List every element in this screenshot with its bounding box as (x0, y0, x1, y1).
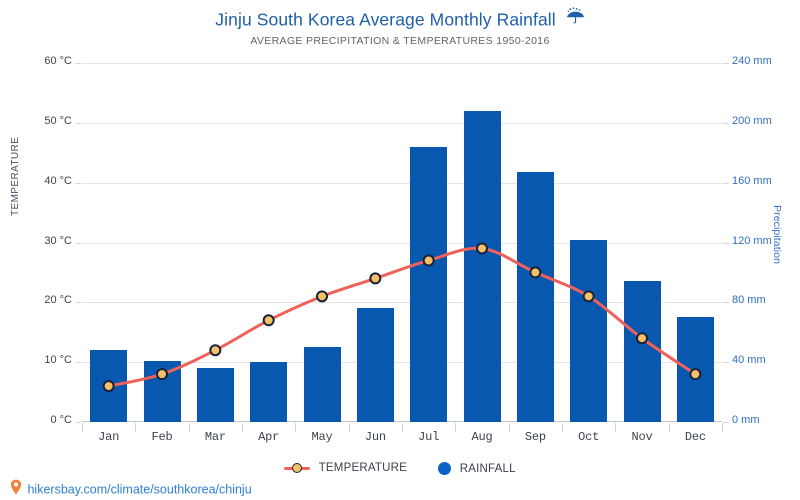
month-separator (722, 423, 723, 432)
month-separator (508, 423, 510, 432)
x-axis-label: Dec (684, 430, 706, 444)
left-axis-tick (75, 242, 81, 244)
rainfall-bar[interactable] (143, 360, 181, 422)
source-url-text: hikersbay.com/climate/southkorea/chinju (27, 482, 252, 497)
rainfall-bar[interactable] (90, 350, 128, 422)
x-axis-label: Oct (578, 430, 600, 444)
gridline (82, 182, 722, 184)
umbrella-rain-icon (566, 7, 585, 31)
left-axis-tick (75, 362, 81, 364)
x-axis-label: Jul (418, 430, 440, 444)
rainfall-bar[interactable] (303, 347, 341, 422)
month-separator (348, 423, 350, 432)
left-axis-label: 60 °C (44, 55, 72, 67)
x-axis-label: Mar (204, 430, 226, 444)
right-axis-tick (723, 63, 729, 64)
x-axis-label: May (311, 430, 333, 444)
month-separator (562, 423, 563, 432)
temperature-legend-icon (284, 462, 311, 474)
month-separator (668, 423, 670, 432)
x-axis-label: Jun (364, 430, 386, 444)
left-axis-tick (75, 182, 81, 184)
month-separator (455, 423, 457, 432)
gridline (82, 63, 722, 64)
gridline (82, 242, 722, 244)
month-separator (188, 423, 190, 432)
legend-item-rainfall[interactable]: RAINFALL (438, 462, 516, 475)
month-separator (402, 423, 403, 432)
rainfall-bar[interactable] (570, 239, 608, 422)
rainfall-legend-icon (438, 462, 452, 475)
month-separator (295, 423, 297, 432)
right-axis-label: 240 mm (732, 55, 772, 67)
month-separator (135, 423, 137, 432)
plot-area (75, 63, 729, 423)
map-pin-icon (10, 479, 22, 498)
x-axis-label: Nov (631, 430, 653, 444)
page-title: Jinju South Korea Average Monthly Rainfa… (0, 7, 800, 32)
right-axis-label: 120 mm (732, 234, 772, 247)
x-axis-label: Feb (151, 430, 173, 444)
right-axis-title: Precipitation (771, 205, 783, 265)
x-axis-label: Sep (524, 430, 546, 444)
source-link[interactable]: hikersbay.com/climate/southkorea/chinju (10, 479, 252, 499)
left-axis-label: 20 °C (44, 294, 72, 307)
right-axis-label: 0 mm (732, 414, 760, 426)
rainfall-bar[interactable] (410, 146, 448, 422)
rainfall-bar[interactable] (250, 362, 288, 422)
chart-title-text: Jinju South Korea Average Monthly Rainfa… (215, 9, 556, 30)
right-axis-tick (723, 122, 729, 124)
left-axis-tick (75, 122, 81, 124)
right-axis-label: 40 mm (732, 354, 766, 367)
left-axis-label: 0 °C (50, 414, 72, 426)
right-axis-label: 80 mm (732, 294, 766, 307)
left-axis-tick (75, 63, 81, 64)
x-axis-line (82, 421, 722, 422)
left-axis-label: 10 °C (44, 354, 72, 367)
month-separator (615, 423, 617, 432)
rainfall-bar[interactable] (676, 317, 714, 422)
left-axis-label: 50 °C (44, 114, 72, 127)
month-separator (242, 423, 243, 432)
right-axis-tick (723, 242, 729, 244)
left-axis-tick (75, 302, 81, 304)
chart-subtitle: AVERAGE PRECIPITATION & TEMPERATURES 195… (250, 35, 550, 47)
x-axis-label: Apr (258, 430, 280, 444)
gridline (82, 122, 722, 124)
rainfall-bar[interactable] (356, 308, 394, 422)
month-separator (82, 423, 83, 432)
right-axis-tick (723, 422, 729, 423)
right-axis-tick (723, 362, 729, 364)
left-axis-tick (75, 422, 81, 423)
rainfall-bar[interactable] (516, 172, 554, 422)
x-axis-label: Jan (98, 430, 120, 444)
legend-label-temperature: TEMPERATURE (318, 462, 407, 475)
rainfall-bar[interactable] (196, 368, 234, 422)
left-axis-label: 30 °C (44, 234, 72, 247)
left-axis-label: 40 °C (44, 174, 72, 187)
x-axis-label: Aug (471, 430, 493, 444)
right-axis-tick (723, 302, 729, 304)
right-axis-label: 200 mm (732, 114, 772, 127)
left-axis-title: TEMPERATURE (10, 136, 21, 216)
right-axis-label: 160 mm (732, 174, 772, 187)
rainfall-bar[interactable] (623, 281, 661, 422)
legend-label-rainfall: RAINFALL (459, 462, 516, 475)
right-axis-tick (723, 182, 729, 184)
chart-legend: TEMPERATURE RAINFALL (0, 462, 800, 475)
legend-item-temperature[interactable]: TEMPERATURE (284, 462, 407, 474)
rainfall-bar[interactable] (463, 110, 501, 422)
